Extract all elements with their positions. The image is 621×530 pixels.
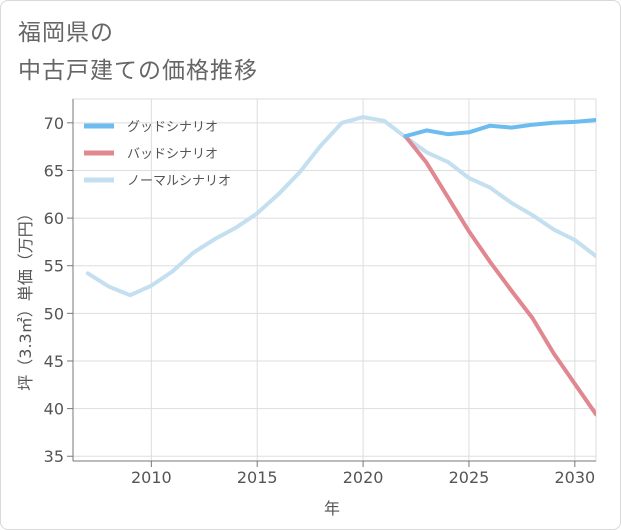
y-tick-label: 65 xyxy=(44,161,64,180)
series-line-normal xyxy=(85,115,596,298)
x-tick-label: 2015 xyxy=(237,468,278,487)
y-tick-label: 50 xyxy=(44,304,64,323)
legend-label: バッドシナリオ xyxy=(127,147,218,162)
chart-title-line-1: 福岡県の xyxy=(18,20,114,46)
x-tick-label: 2030 xyxy=(554,468,595,487)
y-axis-label: 坪（3.3㎡）単価（万円） xyxy=(16,205,35,390)
x-tick-label: 2025 xyxy=(449,468,490,487)
series-line-bad xyxy=(403,134,596,417)
x-tick-label: 2010 xyxy=(131,468,172,487)
chart-title: 福岡県の 中古戸建ての価格推移 xyxy=(18,14,258,90)
x-tick-label: 2020 xyxy=(343,468,384,487)
axes: 35 40 45 50 55 60 65 70 2010 2015 2020 2025 2030 xyxy=(44,99,596,487)
y-tick-label: 40 xyxy=(44,400,64,419)
y-tick-label: 60 xyxy=(44,209,64,228)
legend-label: グッドシナリオ xyxy=(127,120,218,135)
y-tick-label: 70 xyxy=(44,114,64,133)
legend-item-normal: ノーマルシナリオ xyxy=(84,174,231,189)
y-tick-label: 45 xyxy=(44,352,64,371)
grid-lines xyxy=(72,98,597,462)
series-line-good xyxy=(403,118,596,139)
x-axis-label: 年 xyxy=(324,499,340,518)
series-lines xyxy=(85,115,596,417)
legend-label: ノーマルシナリオ xyxy=(127,174,231,189)
y-tick-label: 55 xyxy=(44,257,64,276)
y-tick-label: 35 xyxy=(44,447,64,466)
legend-item-good: グッドシナリオ xyxy=(84,120,218,135)
legend-item-bad: バッドシナリオ xyxy=(84,147,218,162)
chart-title-line-2: 中古戸建ての価格推移 xyxy=(18,58,258,84)
